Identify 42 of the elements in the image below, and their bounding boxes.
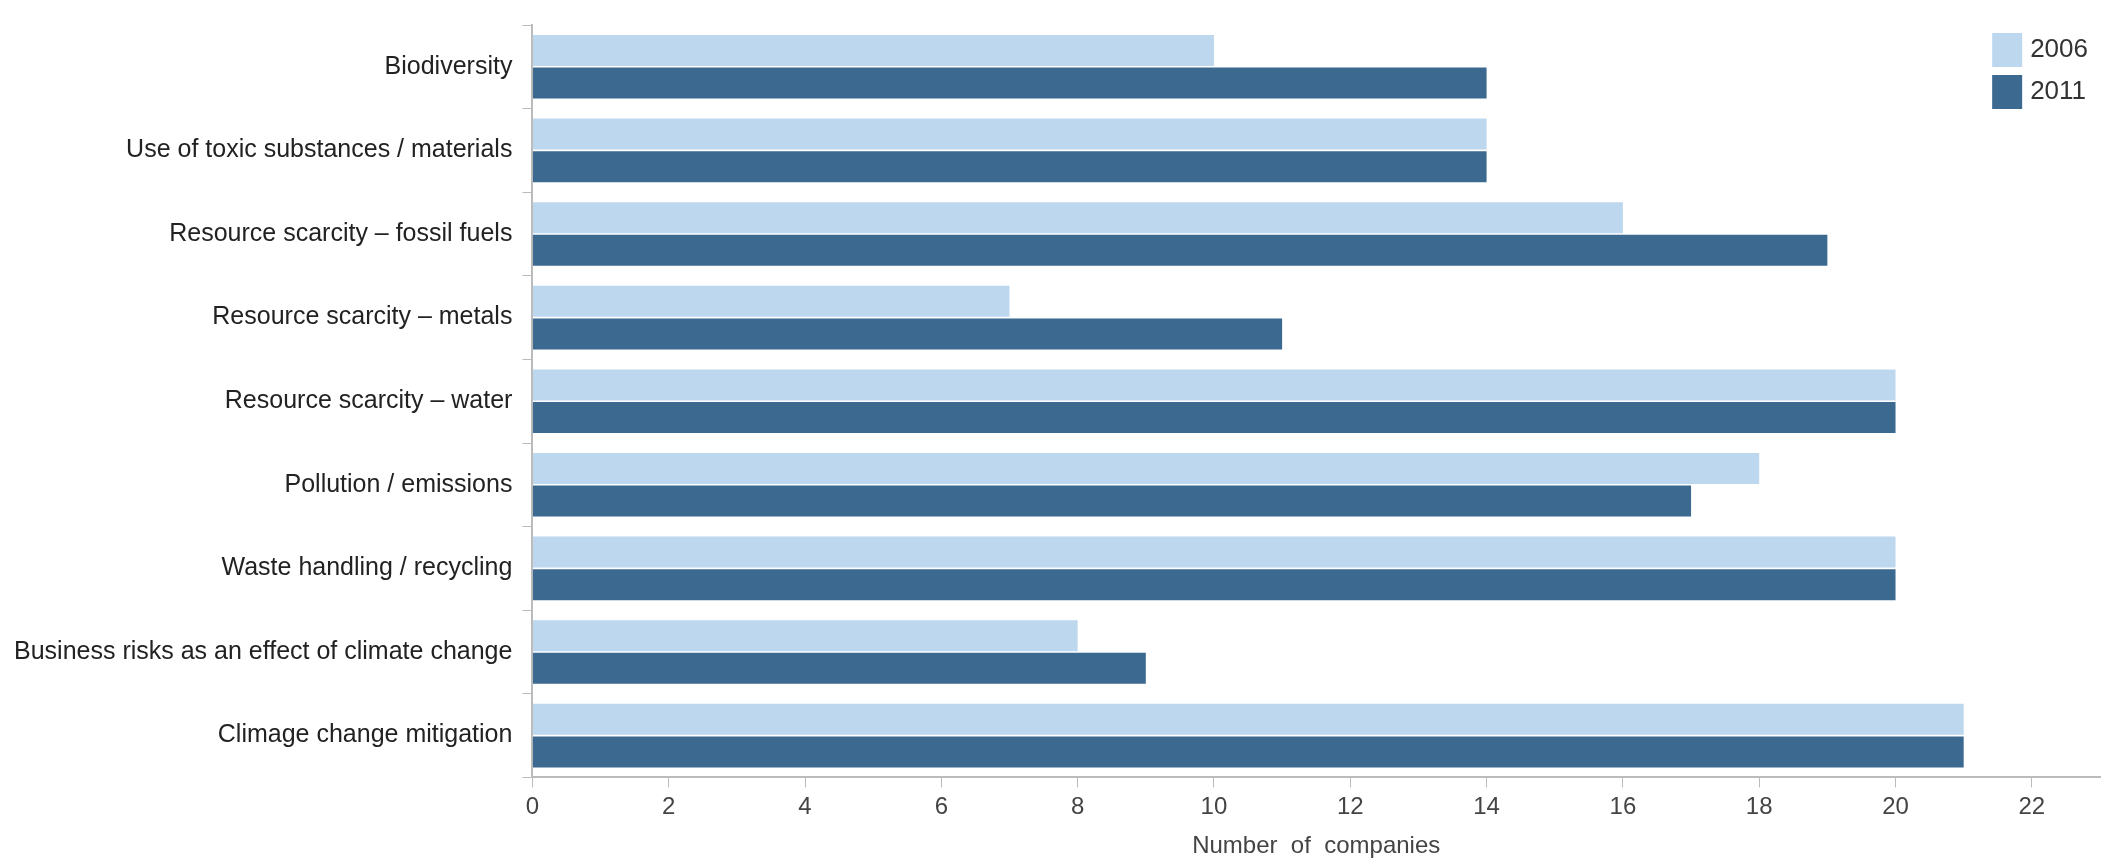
y-tick-label: Climage change mitigation [217, 719, 513, 748]
x-tick-label: 14 [1473, 792, 1500, 820]
x-tick-label: 8 [1070, 792, 1085, 820]
y-tick-label: Waste handling / recycling [221, 552, 513, 581]
bar [532, 620, 1078, 652]
x-tick-label: 22 [2018, 792, 2046, 820]
y-tick-label: Pollution / emissions [284, 468, 513, 497]
legend-label: 2006 [2030, 33, 2088, 64]
bar [532, 453, 1760, 484]
y-tick-label: Resource scarcity – water [224, 385, 513, 414]
x-tick-label: 16 [1609, 792, 1637, 820]
y-tick-label: Biodiversity [384, 50, 513, 79]
y-tick-label: Use of toxic substances / materials [126, 134, 513, 163]
bar [532, 736, 1964, 768]
x-axis-title: Number of companies [1192, 831, 1441, 859]
legend-label: 2011 [2030, 75, 2087, 106]
bar [532, 318, 1283, 350]
bar [532, 652, 1146, 684]
bar [532, 402, 1896, 433]
bar [532, 536, 1896, 568]
bar [532, 285, 1010, 317]
x-tick-label: 0 [525, 792, 540, 820]
bar [532, 234, 1828, 266]
x-tick-label: 10 [1200, 792, 1228, 820]
bar [532, 35, 1214, 66]
x-tick-label: 18 [1745, 792, 1773, 820]
bar [532, 67, 1487, 99]
x-tick-label: 2 [662, 792, 676, 820]
bar [532, 151, 1487, 183]
bar [532, 485, 1692, 517]
bar [532, 703, 1964, 735]
bar [532, 369, 1896, 401]
y-tick-label: Business risks as an effect of climate change [13, 635, 513, 664]
y-tick-label: Resource scarcity – metals [212, 301, 513, 330]
x-tick-label: 4 [798, 792, 812, 820]
x-tick-label: 12 [1336, 792, 1364, 820]
bar [532, 569, 1896, 601]
bar [532, 118, 1487, 150]
y-tick-label: Resource scarcity – fossil fuels [169, 217, 513, 246]
x-tick-label: 6 [934, 792, 949, 820]
bar [532, 202, 1623, 234]
x-tick-label: 20 [1882, 792, 1909, 820]
